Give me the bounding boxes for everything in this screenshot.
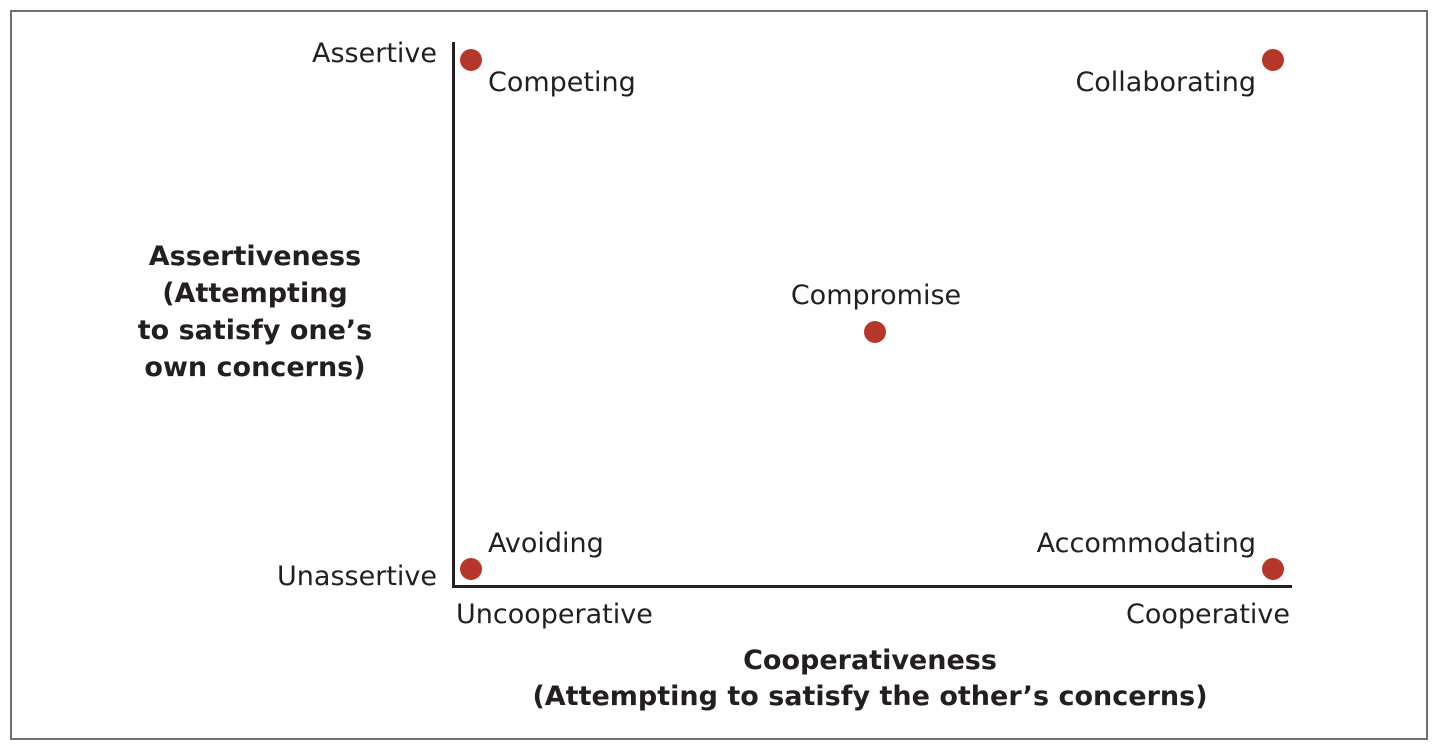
accommodating-label: Accommodating bbox=[1036, 528, 1256, 559]
y-axis-line bbox=[452, 42, 455, 588]
x-axis-line bbox=[452, 585, 1292, 588]
avoiding-dot bbox=[460, 558, 482, 580]
diagram-frame bbox=[10, 10, 1428, 740]
compromise-label: Compromise bbox=[790, 280, 962, 311]
compromise-dot bbox=[864, 321, 886, 343]
y-axis-title-line: own concerns) bbox=[144, 352, 366, 383]
y-axis-high-label: Assertive bbox=[312, 38, 437, 69]
x-axis-title-line: (Attempting to satisfy the other’s conce… bbox=[532, 681, 1208, 712]
y-axis-title: Assertiveness (Attempting to satisfy one… bbox=[120, 241, 390, 384]
y-axis-title-line: to satisfy one’s bbox=[137, 315, 373, 346]
x-axis-high-label: Cooperative bbox=[1126, 599, 1290, 630]
accommodating-dot bbox=[1262, 558, 1284, 580]
collaborating-dot bbox=[1262, 49, 1284, 71]
competing-label: Competing bbox=[488, 67, 636, 98]
y-axis-low-label: Unassertive bbox=[277, 561, 437, 592]
avoiding-label: Avoiding bbox=[488, 528, 604, 559]
x-axis-title-line: Cooperativeness bbox=[743, 645, 997, 676]
x-axis-low-label: Uncooperative bbox=[456, 599, 653, 630]
y-axis-title-line: Assertiveness bbox=[148, 241, 362, 272]
y-axis-title-line: (Attempting bbox=[162, 278, 348, 309]
collaborating-label: Collaborating bbox=[1075, 67, 1256, 98]
competing-dot bbox=[460, 49, 482, 71]
